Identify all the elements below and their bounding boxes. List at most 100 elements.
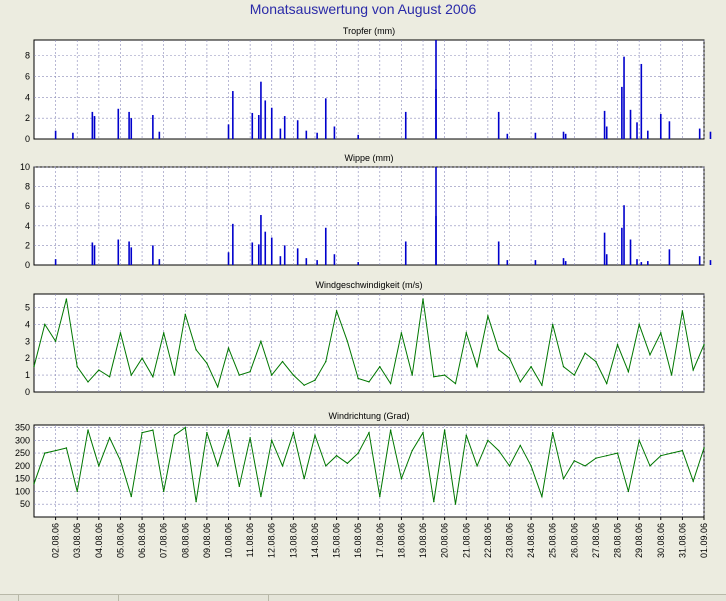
data-point <box>454 382 457 385</box>
data-point <box>379 365 381 368</box>
data-point <box>141 357 143 359</box>
rain-bar <box>316 260 318 265</box>
rain-bar <box>435 88 437 139</box>
data-point <box>552 431 554 434</box>
rain-bar <box>130 118 133 139</box>
data-point <box>476 365 478 368</box>
data-point <box>281 360 284 363</box>
data-point <box>33 483 35 485</box>
data-point <box>443 374 446 376</box>
data-point <box>703 343 705 346</box>
rain-bar <box>232 91 234 139</box>
rain-bar <box>260 81 262 139</box>
rain-bar <box>257 115 260 139</box>
data-point <box>573 460 576 462</box>
rain-bar <box>296 248 299 265</box>
status-segment-2 <box>18 595 119 601</box>
data-point <box>670 452 673 454</box>
panel-title: Tropfer (mm) <box>343 26 395 36</box>
status-segment-3 <box>118 595 269 601</box>
status-segment-1 <box>0 595 19 601</box>
data-point <box>184 426 186 429</box>
data-point <box>292 374 295 376</box>
rain-bar <box>629 109 632 139</box>
rain-bar <box>506 133 509 139</box>
data-point <box>206 431 208 434</box>
data-point <box>595 360 597 363</box>
rain-bar <box>621 227 623 265</box>
data-point <box>552 323 554 326</box>
data-point <box>141 431 143 434</box>
rain-bar <box>605 254 608 265</box>
data-point <box>530 465 532 467</box>
rain-bar <box>562 131 565 139</box>
x-tick-label: 12.08.06 <box>267 523 277 558</box>
data-point <box>65 298 68 300</box>
data-point <box>357 377 359 380</box>
data-point <box>616 452 619 454</box>
x-tick-label: 08.08.06 <box>180 523 190 558</box>
data-point <box>606 382 608 385</box>
rain-bar <box>227 252 230 265</box>
data-point <box>497 449 500 452</box>
plot-background <box>33 39 705 140</box>
data-point <box>411 374 413 376</box>
rain-bar <box>698 256 701 265</box>
data-point <box>303 477 305 480</box>
data-point <box>638 323 640 326</box>
x-tick-label: 01.09.06 <box>699 523 709 558</box>
data-point <box>108 376 111 378</box>
data-point <box>335 454 338 457</box>
rain-bar <box>117 108 120 139</box>
data-point <box>281 465 284 467</box>
y-tick-label: 5 <box>25 303 30 313</box>
rain-bar <box>283 116 286 139</box>
rain-bar <box>72 132 74 139</box>
data-point <box>249 371 251 373</box>
y-tick-label: 4 <box>25 92 30 102</box>
data-point <box>217 465 219 467</box>
data-point <box>400 477 403 480</box>
y-tick-label: 200 <box>15 461 30 471</box>
y-tick-label: 300 <box>15 435 30 445</box>
rain-bar <box>636 259 638 265</box>
data-point <box>616 343 619 346</box>
y-tick-label: 2 <box>25 353 30 363</box>
data-point <box>411 449 413 452</box>
data-point <box>162 332 165 334</box>
rain-bar <box>54 130 57 139</box>
data-point <box>681 310 684 312</box>
rain-bar <box>357 134 359 139</box>
rain-bar <box>562 258 565 265</box>
rain-bar <box>270 107 273 139</box>
rain-bar <box>603 232 606 265</box>
y-tick-label: 10 <box>20 162 30 172</box>
rain-bar <box>333 254 336 265</box>
rain-bar <box>709 260 712 265</box>
data-point <box>649 354 651 356</box>
data-point <box>476 465 478 467</box>
rain-bar <box>640 262 643 265</box>
rain-bar <box>668 249 671 265</box>
x-tick-label: 21.08.06 <box>461 523 471 558</box>
rain-bar <box>333 126 336 139</box>
rain-bar <box>305 258 308 265</box>
data-point <box>389 429 392 431</box>
rain-bar <box>257 244 260 265</box>
rain-bar <box>296 120 299 139</box>
plot-background <box>33 293 705 393</box>
data-point <box>249 437 251 439</box>
data-point <box>530 365 532 368</box>
rain-bar <box>659 113 662 139</box>
data-point <box>76 490 78 493</box>
rain-bar <box>270 237 273 265</box>
data-point <box>335 310 338 312</box>
x-tick-label: 31.08.06 <box>677 523 687 558</box>
rain-bar <box>640 63 643 139</box>
data-point <box>681 449 684 452</box>
data-point <box>357 452 359 454</box>
rain-bar <box>91 111 94 139</box>
data-point <box>433 376 435 378</box>
y-tick-label: 2 <box>25 113 30 123</box>
data-point <box>130 374 132 376</box>
